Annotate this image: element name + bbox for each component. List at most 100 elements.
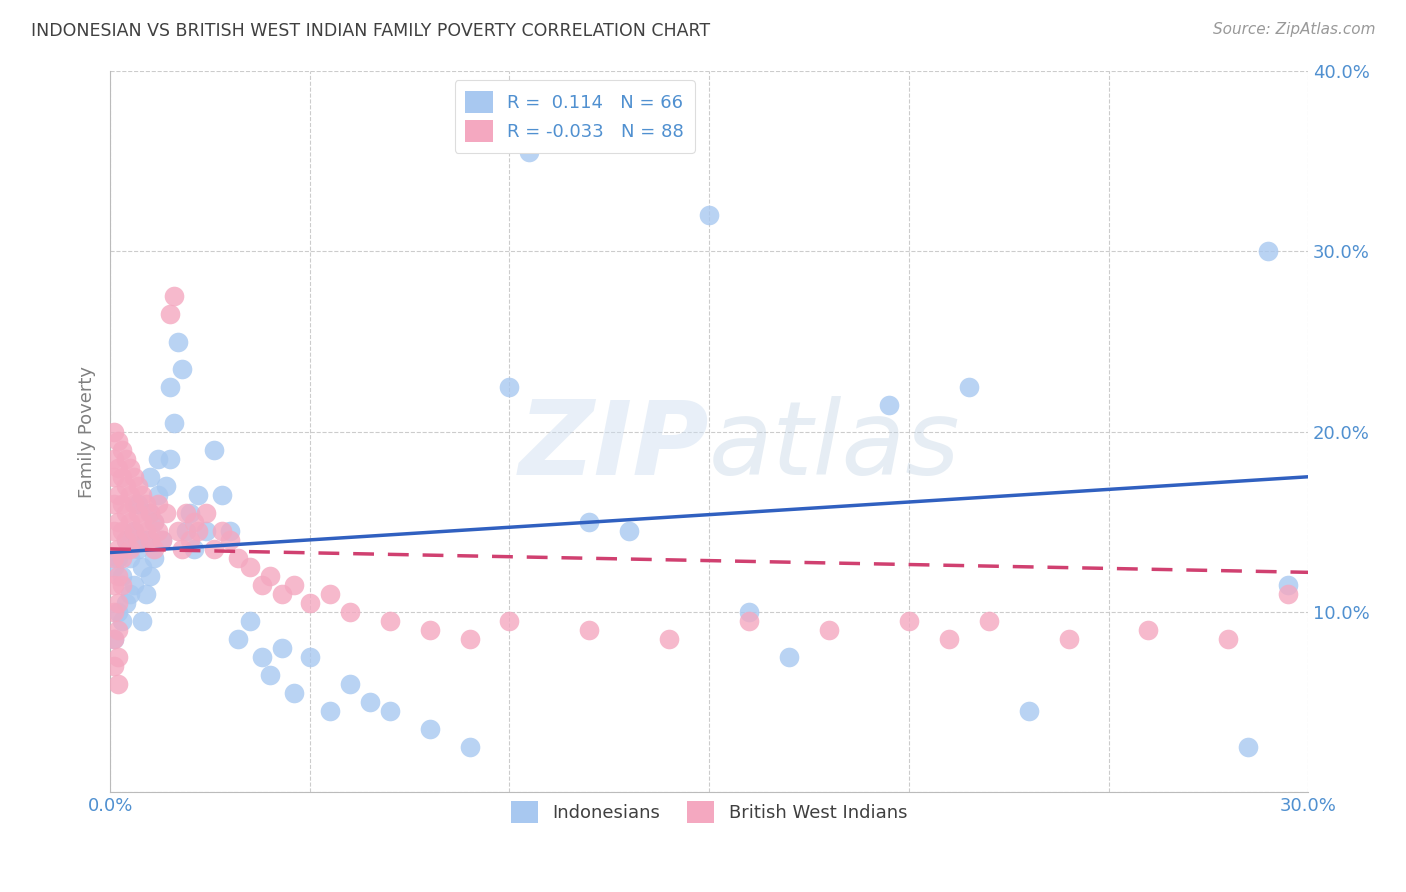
Point: [957, 379, 980, 393]
Point: [211, 488, 233, 502]
Point: [139, 469, 162, 483]
Point: [122, 497, 145, 511]
Point: [146, 451, 169, 466]
Point: [179, 506, 201, 520]
Point: [1277, 587, 1299, 601]
Point: [131, 560, 153, 574]
Point: [127, 479, 149, 493]
Point: [107, 596, 129, 610]
Point: [897, 614, 920, 628]
Point: [107, 541, 129, 556]
Point: [419, 623, 441, 637]
Point: [150, 533, 173, 547]
Text: Source: ZipAtlas.com: Source: ZipAtlas.com: [1212, 22, 1375, 37]
Point: [1018, 704, 1040, 718]
Point: [170, 361, 193, 376]
Point: [155, 479, 177, 493]
Y-axis label: Family Poverty: Family Poverty: [79, 366, 96, 498]
Point: [122, 524, 145, 538]
Point: [179, 533, 201, 547]
Point: [122, 524, 145, 538]
Point: [1057, 632, 1080, 646]
Point: [202, 541, 225, 556]
Point: [778, 650, 800, 665]
Text: INDONESIAN VS BRITISH WEST INDIAN FAMILY POVERTY CORRELATION CHART: INDONESIAN VS BRITISH WEST INDIAN FAMILY…: [31, 22, 710, 40]
Point: [1277, 578, 1299, 592]
Point: [498, 379, 520, 393]
Point: [127, 533, 149, 547]
Point: [239, 560, 262, 574]
Point: [298, 596, 321, 610]
Point: [107, 677, 129, 691]
Point: [167, 334, 190, 349]
Point: [458, 632, 481, 646]
Point: [202, 442, 225, 457]
Text: atlas: atlas: [709, 396, 960, 496]
Point: [150, 533, 173, 547]
Point: [131, 515, 153, 529]
Point: [103, 605, 125, 619]
Point: [1218, 632, 1240, 646]
Point: [578, 515, 600, 529]
Point: [239, 614, 262, 628]
Point: [143, 515, 166, 529]
Point: [127, 506, 149, 520]
Point: [578, 623, 600, 637]
Point: [697, 208, 720, 222]
Point: [1137, 623, 1160, 637]
Point: [135, 524, 157, 538]
Point: [283, 686, 305, 700]
Point: [319, 587, 342, 601]
Point: [146, 497, 169, 511]
Point: [107, 460, 129, 475]
Point: [146, 488, 169, 502]
Point: [107, 650, 129, 665]
Point: [103, 469, 125, 483]
Point: [226, 550, 249, 565]
Point: [120, 587, 142, 601]
Point: [103, 632, 125, 646]
Point: [120, 460, 142, 475]
Point: [195, 524, 218, 538]
Point: [250, 578, 273, 592]
Point: [107, 550, 129, 565]
Point: [139, 569, 162, 583]
Point: [155, 506, 177, 520]
Point: [219, 533, 242, 547]
Point: [159, 451, 181, 466]
Point: [977, 614, 1000, 628]
Point: [174, 506, 197, 520]
Point: [619, 524, 641, 538]
Point: [107, 515, 129, 529]
Point: [183, 515, 205, 529]
Text: ZIP: ZIP: [519, 396, 709, 497]
Point: [120, 541, 142, 556]
Point: [519, 145, 541, 160]
Point: [187, 488, 209, 502]
Point: [143, 550, 166, 565]
Point: [658, 632, 681, 646]
Point: [111, 550, 134, 565]
Point: [283, 578, 305, 592]
Point: [143, 541, 166, 556]
Point: [419, 723, 441, 737]
Point: [319, 704, 342, 718]
Point: [877, 398, 900, 412]
Point: [107, 434, 129, 448]
Point: [339, 677, 361, 691]
Point: [120, 515, 142, 529]
Point: [115, 533, 138, 547]
Point: [1257, 244, 1279, 259]
Point: [111, 524, 134, 538]
Point: [159, 379, 181, 393]
Point: [498, 614, 520, 628]
Point: [107, 623, 129, 637]
Point: [103, 425, 125, 439]
Point: [103, 632, 125, 646]
Point: [111, 614, 134, 628]
Point: [211, 524, 233, 538]
Point: [122, 469, 145, 483]
Point: [111, 442, 134, 457]
Point: [146, 524, 169, 538]
Point: [938, 632, 960, 646]
